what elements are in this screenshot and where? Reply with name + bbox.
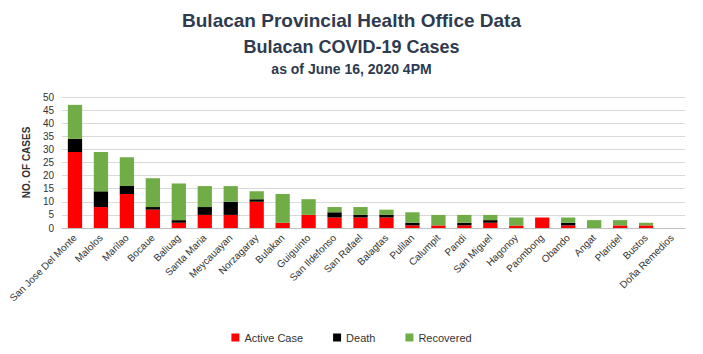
svg-text:Guiguinto: Guiguinto [274, 232, 313, 271]
svg-text:as of June 16, 2020 4PM: as of June 16, 2020 4PM [271, 61, 431, 77]
svg-text:50: 50 [43, 92, 55, 103]
svg-text:Bulakan: Bulakan [253, 232, 287, 266]
svg-text:Bulacan Provincial Health Offi: Bulacan Provincial Health Office Data [182, 10, 521, 31]
svg-text:San Miguel: San Miguel [451, 232, 494, 275]
svg-text:San Rafael: San Rafael [322, 232, 365, 275]
svg-text:San Ildefonso: San Ildefonso [287, 232, 339, 284]
svg-text:Calumpit: Calumpit [407, 232, 443, 268]
svg-text:Obando: Obando [539, 232, 572, 265]
svg-text:15: 15 [43, 183, 55, 194]
svg-text:Paombong: Paombong [504, 232, 546, 274]
svg-text:Plaridel: Plaridel [593, 232, 624, 263]
svg-text:Norzagaray: Norzagaray [216, 232, 260, 276]
svg-text:San Jose Del Monte: San Jose Del Monte [8, 232, 80, 304]
svg-text:Angat: Angat [571, 232, 598, 259]
svg-text:20: 20 [43, 170, 55, 181]
svg-text:10: 10 [43, 196, 55, 207]
svg-text:Balagtas: Balagtas [355, 232, 390, 267]
svg-text:Bulacan COVID-19 Cases: Bulacan COVID-19 Cases [243, 37, 459, 57]
svg-text:5: 5 [48, 209, 54, 220]
svg-text:Recovered: Recovered [418, 332, 471, 344]
svg-text:45: 45 [43, 105, 55, 116]
svg-text:35: 35 [43, 131, 55, 142]
svg-text:30: 30 [43, 144, 55, 155]
svg-text:Marilao: Marilao [99, 232, 131, 263]
svg-text:40: 40 [43, 118, 55, 129]
svg-text:Death: Death [346, 332, 375, 344]
svg-text:Hagonoy: Hagonoy [484, 232, 521, 269]
svg-text:Santa Maria: Santa Maria [162, 232, 209, 278]
svg-text:NO. OF CASES: NO. OF CASES [21, 126, 32, 198]
svg-text:Pulilan: Pulilan [387, 232, 417, 262]
svg-text:Baliuag: Baliuag [151, 232, 183, 264]
svg-text:Pandi: Pandi [442, 232, 469, 258]
svg-text:Bustos: Bustos [620, 232, 650, 262]
svg-text:Active Case: Active Case [244, 332, 303, 344]
svg-text:Malolos: Malolos [73, 232, 105, 264]
svg-text:Doña Remedios: Doña Remedios [618, 232, 676, 290]
svg-text:Meycauayan: Meycauayan [186, 232, 235, 280]
svg-text:Bocaue: Bocaue [125, 232, 157, 264]
svg-text:25: 25 [43, 157, 55, 168]
svg-text:0: 0 [48, 223, 54, 234]
